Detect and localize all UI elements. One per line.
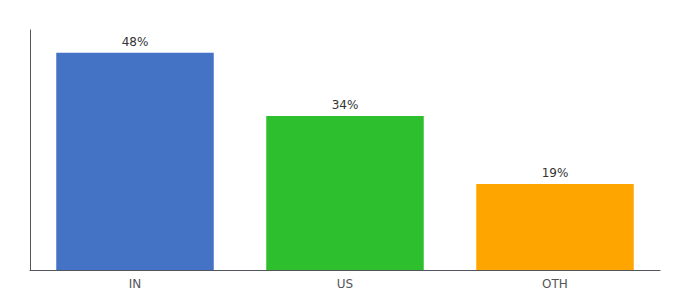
svg-text:IN: IN xyxy=(129,277,142,291)
svg-text:34%: 34% xyxy=(332,98,359,112)
svg-text:US: US xyxy=(337,277,353,291)
svg-text:OTH: OTH xyxy=(542,277,568,291)
svg-text:48%: 48% xyxy=(122,35,149,49)
svg-text:19%: 19% xyxy=(542,166,569,180)
